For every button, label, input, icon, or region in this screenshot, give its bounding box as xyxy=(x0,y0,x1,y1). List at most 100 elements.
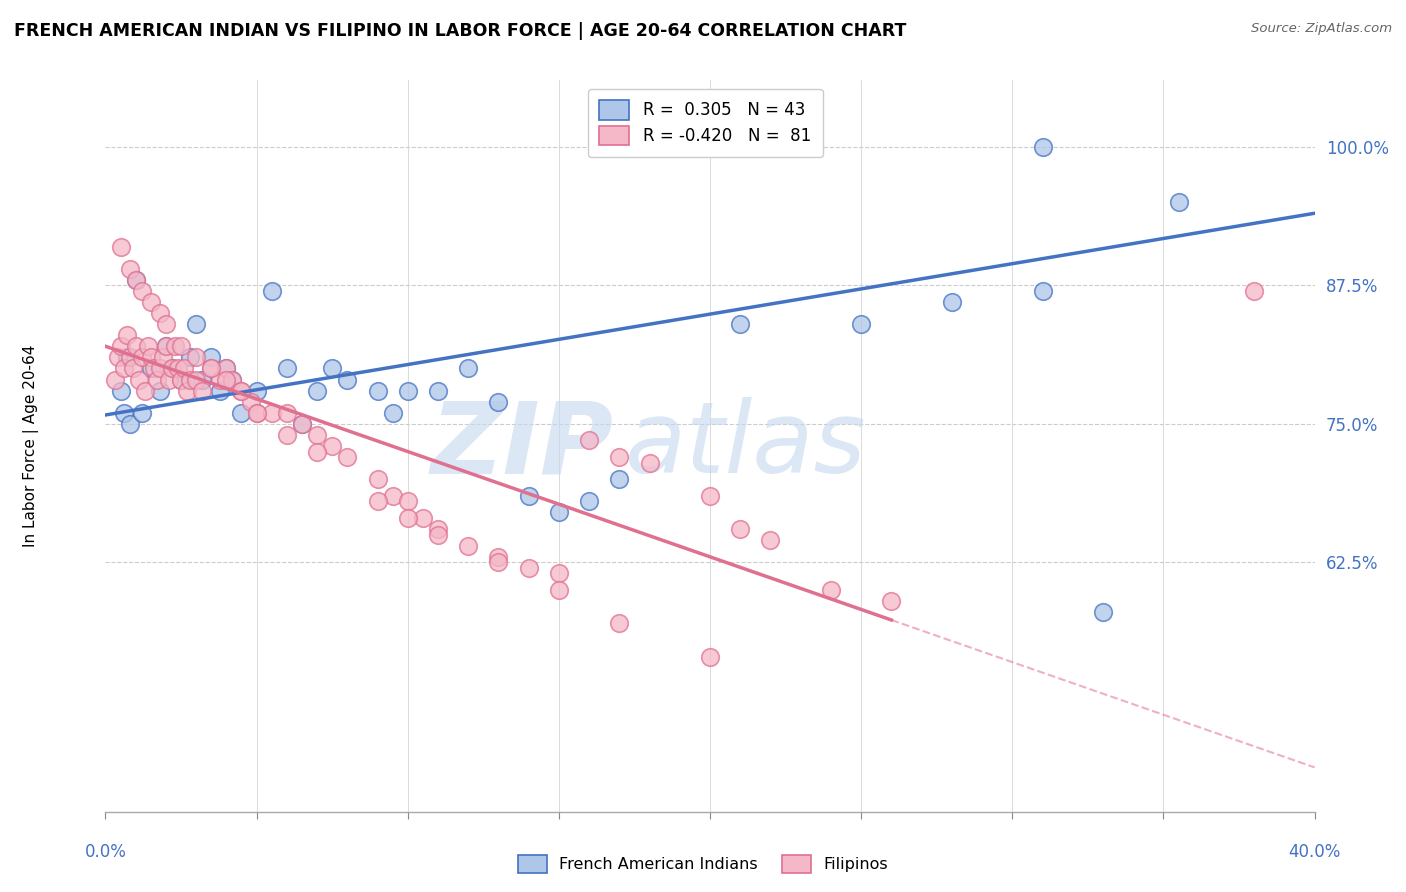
Point xyxy=(215,361,238,376)
Point xyxy=(457,361,479,376)
Point xyxy=(820,583,842,598)
Point xyxy=(426,384,449,398)
Point xyxy=(191,372,214,386)
Point xyxy=(609,450,631,464)
Point xyxy=(149,306,172,320)
Point xyxy=(609,472,631,486)
Point xyxy=(110,239,132,253)
Point xyxy=(160,361,183,376)
Point xyxy=(1091,605,1114,619)
Point xyxy=(186,317,208,331)
Point xyxy=(486,394,509,409)
Point xyxy=(239,394,262,409)
Point xyxy=(276,361,298,376)
Point xyxy=(486,549,509,564)
Point xyxy=(131,406,153,420)
Point xyxy=(112,406,135,420)
Point xyxy=(260,406,283,420)
Point xyxy=(139,361,162,376)
Point xyxy=(121,361,143,376)
Point xyxy=(609,616,631,631)
Point xyxy=(1243,284,1265,298)
Point xyxy=(155,339,177,353)
Point xyxy=(396,384,419,398)
Point xyxy=(260,284,283,298)
Point xyxy=(157,372,180,386)
Legend: French American Indians, Filipinos: French American Indians, Filipinos xyxy=(512,848,894,880)
Legend: R =  0.305   N = 43, R = -0.420   N =  81: R = 0.305 N = 43, R = -0.420 N = 81 xyxy=(588,88,823,157)
Point xyxy=(941,294,963,309)
Point xyxy=(699,489,721,503)
Point xyxy=(176,384,198,398)
Point xyxy=(412,511,434,525)
Point xyxy=(124,273,148,287)
Point xyxy=(146,372,169,386)
Point xyxy=(880,594,903,608)
Point xyxy=(115,328,138,343)
Text: 0.0%: 0.0% xyxy=(84,843,127,861)
Point xyxy=(142,361,165,376)
Point xyxy=(186,351,208,365)
Point xyxy=(131,351,153,365)
Point xyxy=(136,339,159,353)
Point xyxy=(118,261,141,276)
Point xyxy=(396,511,419,525)
Point xyxy=(699,649,721,664)
Point xyxy=(160,361,183,376)
Point xyxy=(167,361,190,376)
Point xyxy=(231,384,253,398)
Point xyxy=(321,361,343,376)
Point xyxy=(118,351,141,365)
Point xyxy=(131,284,153,298)
Point xyxy=(128,372,150,386)
Point xyxy=(517,561,540,575)
Text: atlas: atlas xyxy=(626,398,868,494)
Point xyxy=(759,533,782,548)
Point xyxy=(548,583,571,598)
Point xyxy=(134,384,156,398)
Point xyxy=(115,351,138,365)
Point xyxy=(291,417,314,431)
Point xyxy=(149,384,172,398)
Point xyxy=(276,428,298,442)
Point xyxy=(381,406,404,420)
Point xyxy=(107,351,129,365)
Point xyxy=(245,384,267,398)
Point xyxy=(426,522,449,536)
Point xyxy=(366,472,388,486)
Point xyxy=(170,372,193,386)
Point xyxy=(221,372,243,386)
Point xyxy=(578,434,600,448)
Point xyxy=(186,372,208,386)
Point xyxy=(163,339,186,353)
Point xyxy=(728,317,751,331)
Point xyxy=(366,384,388,398)
Point xyxy=(191,384,214,398)
Point xyxy=(124,339,148,353)
Point xyxy=(457,539,479,553)
Point xyxy=(215,361,238,376)
Point xyxy=(366,494,388,508)
Point xyxy=(231,384,253,398)
Point xyxy=(200,351,222,365)
Point xyxy=(336,450,359,464)
Text: FRENCH AMERICAN INDIAN VS FILIPINO IN LABOR FORCE | AGE 20-64 CORRELATION CHART: FRENCH AMERICAN INDIAN VS FILIPINO IN LA… xyxy=(14,22,907,40)
Point xyxy=(215,372,238,386)
Point xyxy=(1032,284,1054,298)
Point xyxy=(245,406,267,420)
Point xyxy=(110,384,132,398)
Point xyxy=(110,339,132,353)
Point xyxy=(139,294,162,309)
Point xyxy=(291,417,314,431)
Point xyxy=(170,339,193,353)
Point xyxy=(728,522,751,536)
Point xyxy=(307,428,329,442)
Point xyxy=(112,361,135,376)
Text: In Labor Force | Age 20-64: In Labor Force | Age 20-64 xyxy=(22,345,39,547)
Point xyxy=(209,384,232,398)
Point xyxy=(1167,195,1189,210)
Point xyxy=(200,361,222,376)
Point xyxy=(426,527,449,541)
Point xyxy=(245,406,267,420)
Point xyxy=(179,351,201,365)
